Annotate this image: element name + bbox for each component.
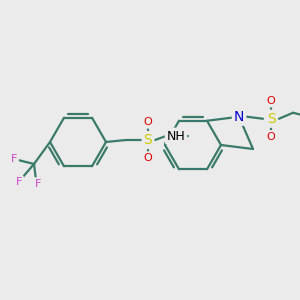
- Text: O: O: [267, 132, 275, 142]
- Text: O: O: [144, 153, 152, 163]
- Text: S: S: [144, 133, 152, 147]
- Text: F: F: [16, 177, 22, 187]
- Text: O: O: [267, 96, 275, 106]
- Text: F: F: [11, 154, 17, 164]
- Text: NH: NH: [167, 130, 185, 142]
- Text: S: S: [267, 112, 275, 126]
- Text: O: O: [144, 117, 152, 127]
- Text: N: N: [234, 110, 244, 124]
- Text: F: F: [35, 179, 41, 189]
